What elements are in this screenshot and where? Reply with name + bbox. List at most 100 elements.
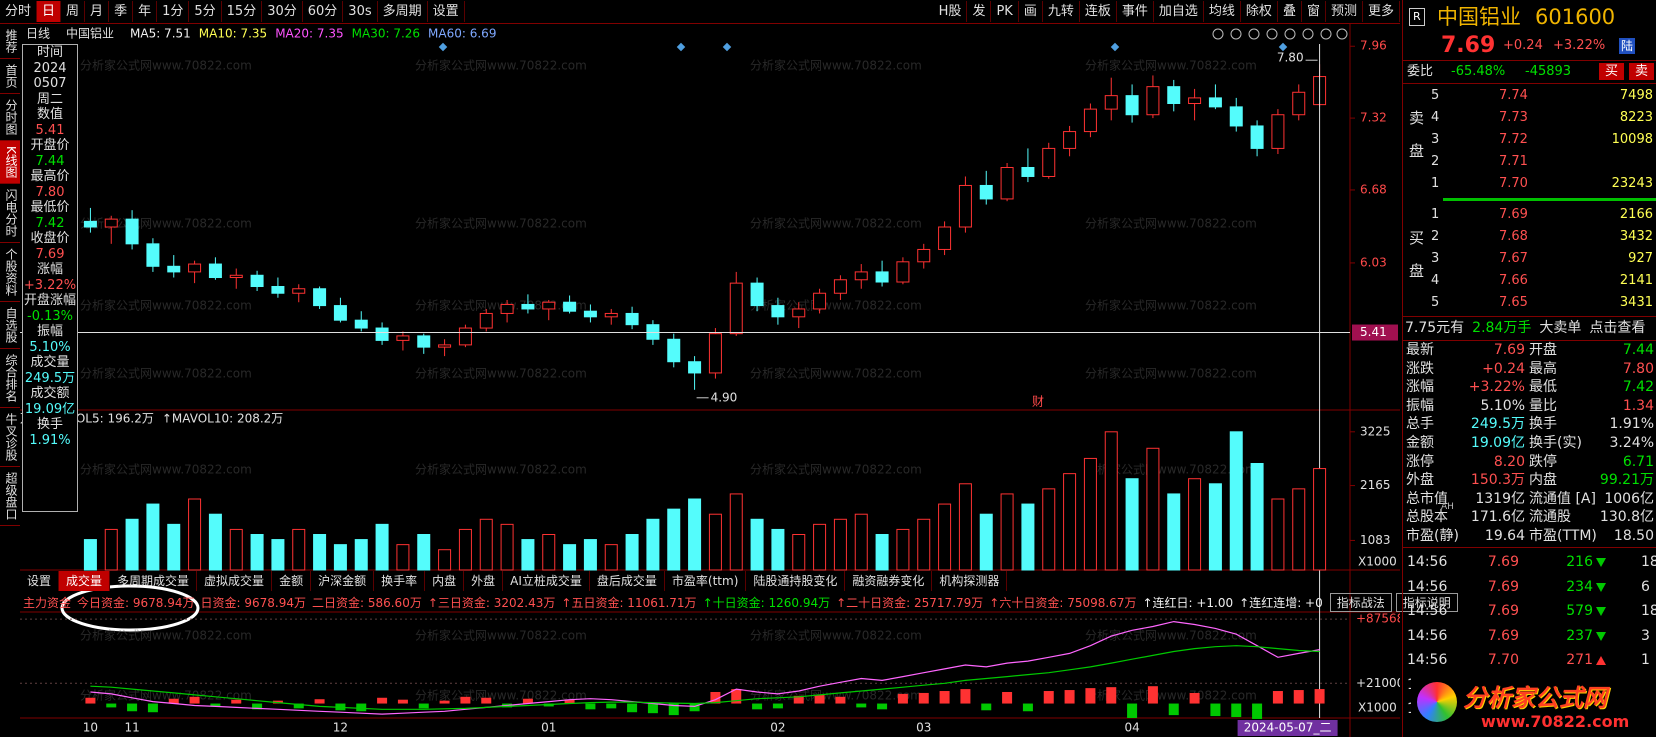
- flow-bar: [585, 703, 596, 710]
- indicator-tab[interactable]: 陆股通持股变化: [746, 571, 846, 591]
- book-volume: 3431: [1619, 295, 1653, 310]
- tool-button[interactable]: 预测: [1326, 1, 1363, 22]
- flow-bar: [856, 703, 867, 708]
- icon[interactable]: [1230, 28, 1242, 40]
- icon[interactable]: [1248, 28, 1260, 40]
- tool-button[interactable]: 除权: [1241, 1, 1278, 22]
- period-button[interactable]: 60分: [303, 1, 344, 22]
- candle-body: [583, 310, 597, 318]
- volume-bar: [500, 523, 514, 571]
- indicator-tab[interactable]: 换手率: [374, 571, 426, 591]
- big-order-text[interactable]: 点击查看: [1589, 320, 1646, 336]
- period-button[interactable]: 30分: [262, 1, 303, 22]
- indicator-tab[interactable]: AI立桩成交量: [503, 571, 590, 591]
- tick-extra: 18: [1641, 554, 1656, 570]
- period-button[interactable]: 月: [85, 1, 110, 22]
- tool-button[interactable]: 事件: [1117, 1, 1154, 22]
- watermark: 分析家公式网www.70822.com: [80, 688, 252, 703]
- indicator-tab[interactable]: 设置: [20, 571, 60, 591]
- indicator-tab[interactable]: 虚拟成交量: [197, 571, 273, 591]
- side-tab[interactable]: 自选股: [0, 302, 20, 349]
- side-tab[interactable]: 综合排名: [0, 349, 20, 408]
- flow-bar: [1147, 686, 1158, 704]
- period-button[interactable]: 30s: [343, 1, 378, 22]
- indicator-tab[interactable]: 融资融券变化: [845, 571, 933, 591]
- info-label: 最低价: [30, 200, 70, 215]
- tool-button[interactable]: H股: [934, 1, 968, 22]
- indicator-tab[interactable]: 市盈率(ttm): [665, 571, 747, 591]
- tool-button[interactable]: 发: [967, 1, 992, 22]
- tool-button[interactable]: 窗: [1302, 1, 1326, 22]
- tool-button[interactable]: 九转: [1043, 1, 1080, 22]
- tool-button[interactable]: 连板: [1080, 1, 1117, 22]
- volume-bar: [375, 523, 389, 571]
- icon[interactable]: [1302, 28, 1314, 40]
- icon[interactable]: [1336, 28, 1348, 40]
- candle-body: [563, 301, 577, 312]
- stat-label: 涨跌: [1406, 360, 1434, 377]
- period-button[interactable]: 分时: [0, 1, 38, 22]
- tool-button[interactable]: 更多: [1363, 1, 1400, 22]
- indicator-tab[interactable]: 多周期成交量: [110, 571, 198, 591]
- stat-value: 8.20: [1493, 453, 1525, 470]
- icon[interactable]: [1212, 28, 1224, 40]
- flow-bar: [647, 703, 658, 714]
- side-tab[interactable]: 闪电分时: [0, 184, 20, 243]
- candle-body: [83, 220, 97, 228]
- side-tab[interactable]: 超级盘口: [0, 467, 20, 526]
- flow-item: 日资金: 9678.94万: [200, 595, 306, 610]
- tool-button[interactable]: 加自选: [1154, 1, 1204, 22]
- side-tab[interactable]: 分时图: [0, 94, 20, 141]
- side-tab[interactable]: 首页: [0, 59, 20, 94]
- indicator-tab[interactable]: 内盘: [425, 571, 465, 591]
- side-tab[interactable]: 牛叉诊股: [0, 408, 20, 467]
- side-tab[interactable]: K线图: [0, 141, 20, 184]
- tool-button[interactable]: PK: [991, 1, 1019, 22]
- candle-body: [1188, 97, 1202, 105]
- indicator-tab[interactable]: 机构探测器: [932, 571, 1008, 591]
- icon[interactable]: [1320, 28, 1332, 40]
- tool-button[interactable]: 均线: [1204, 1, 1241, 22]
- tick-volume: 216: [1566, 554, 1593, 570]
- candle-body: [167, 265, 181, 273]
- period-button[interactable]: 多周期: [378, 1, 428, 22]
- y-tick-label: 7.32: [1360, 111, 1387, 125]
- period-button[interactable]: 季: [109, 1, 134, 22]
- indicator-button[interactable]: 指标战法: [1329, 592, 1392, 612]
- book-level: 5: [1431, 295, 1440, 310]
- tool-button[interactable]: 画: [1019, 1, 1043, 22]
- period-button[interactable]: 周: [61, 1, 86, 22]
- indicator-tab[interactable]: 沪深金额: [311, 571, 375, 591]
- side-tab[interactable]: 推荐: [0, 24, 20, 59]
- candle-body: [354, 319, 368, 329]
- indicator-tab[interactable]: 外盘: [464, 571, 504, 591]
- buy-button[interactable]: 买: [1599, 63, 1625, 80]
- info-label: 最高价: [30, 169, 70, 184]
- period-button[interactable]: 1分: [157, 1, 190, 22]
- book-volume: 2141: [1619, 273, 1653, 288]
- indicator-button[interactable]: 指标说明: [1395, 592, 1458, 612]
- stat-label: 开盘: [1529, 342, 1557, 358]
- indicator-tab[interactable]: 盘后成交量: [590, 571, 665, 591]
- period-button[interactable]: 年: [133, 1, 158, 22]
- icon[interactable]: [1284, 28, 1296, 40]
- indicator-tab[interactable]: 成交量: [59, 571, 111, 591]
- period-button[interactable]: 设置: [428, 1, 465, 22]
- book-volume: 23243: [1611, 176, 1653, 191]
- candle-body: [125, 218, 139, 245]
- ratio-diff: -45893: [1525, 64, 1572, 79]
- stat-label: 市盈(静): [1406, 528, 1459, 544]
- side-tab[interactable]: 个股资料: [0, 243, 20, 302]
- tool-button[interactable]: 叠: [1278, 1, 1302, 22]
- stock-code: 601600: [1535, 5, 1616, 29]
- book-price: 7.67: [1499, 251, 1528, 266]
- indicator-tab[interactable]: 金额: [272, 571, 312, 591]
- stat-label: 量比: [1529, 397, 1557, 414]
- stat-row: 金额 19.09亿 换手(实) 3.24%: [1403, 434, 1656, 453]
- sell-button[interactable]: 卖: [1629, 63, 1655, 80]
- period-button[interactable]: 5分: [189, 1, 222, 22]
- period-button[interactable]: 日: [37, 1, 62, 22]
- period-button[interactable]: 15分: [222, 1, 263, 22]
- icon[interactable]: [1266, 28, 1278, 40]
- book-price: 7.72: [1499, 132, 1528, 147]
